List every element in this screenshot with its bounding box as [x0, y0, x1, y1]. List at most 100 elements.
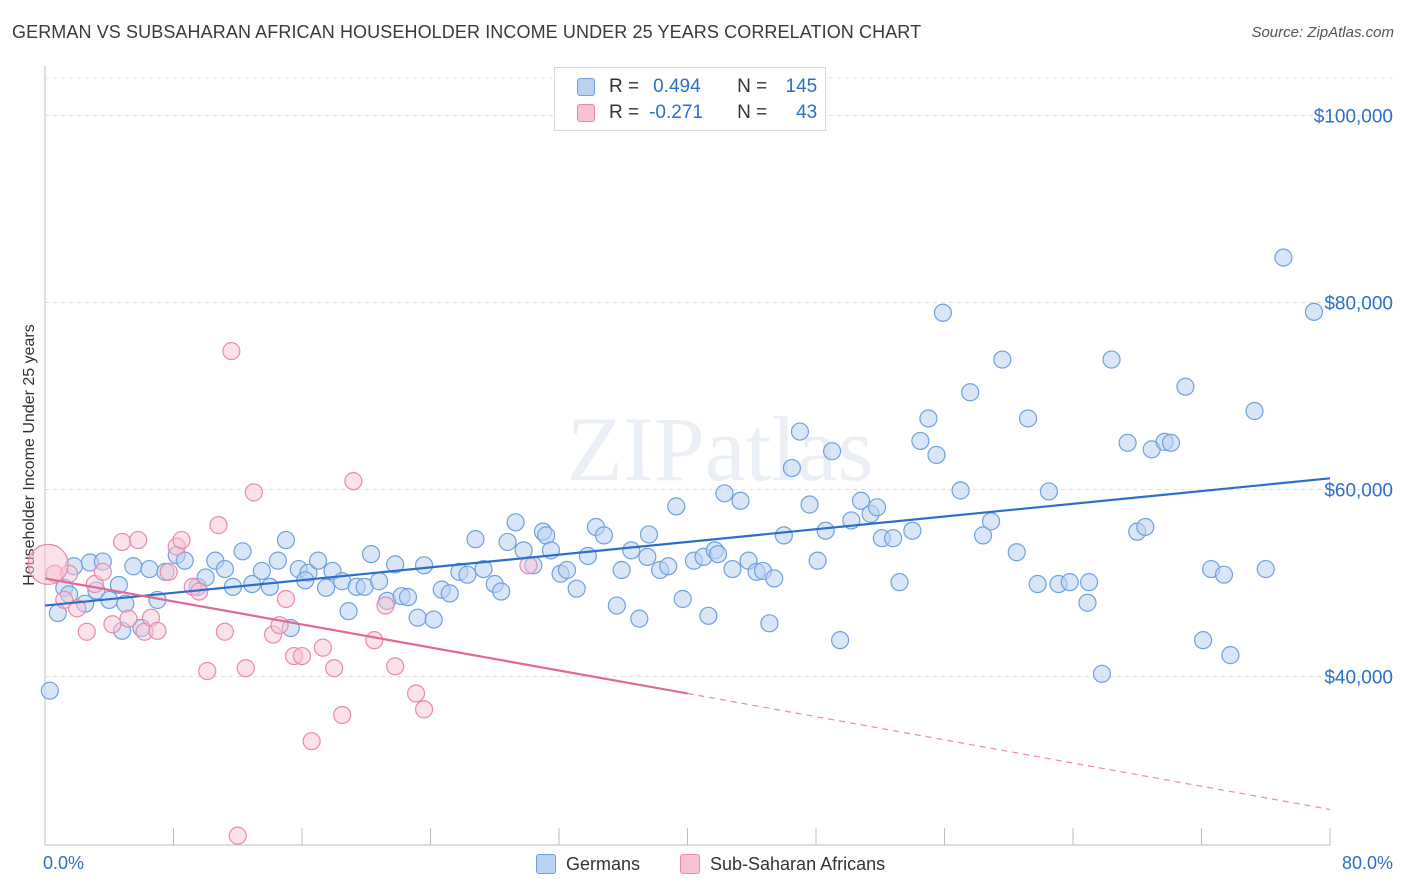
subsaharan-legend-label: Sub-Saharan Africans — [710, 853, 886, 874]
germans-point — [808, 551, 827, 570]
y-tick-label: $80,000 — [1324, 293, 1393, 314]
germans-point — [951, 481, 970, 500]
germans-point — [260, 577, 279, 596]
germans-point — [1136, 517, 1155, 537]
germans-point — [557, 560, 577, 580]
germans-point — [458, 565, 477, 584]
subsaharan-point — [209, 516, 228, 535]
y-tick-label: $40,000 — [1324, 668, 1393, 689]
subsaharan-point — [236, 659, 255, 678]
germans-point — [659, 557, 678, 576]
subsaharan-point — [302, 732, 321, 751]
germans-point — [1221, 646, 1240, 665]
germans-point — [466, 530, 485, 549]
n-label: N = — [737, 76, 768, 97]
germans-point — [612, 560, 631, 580]
subsaharan-trend-line — [44, 577, 688, 695]
subsaharan-point — [112, 532, 132, 552]
germans-point — [630, 609, 649, 628]
subsaharan-point — [344, 472, 363, 491]
subsaharan-trend-extension — [687, 692, 1331, 811]
germans-point — [1060, 573, 1079, 592]
germans-point — [961, 383, 980, 402]
germans-point — [1194, 631, 1213, 650]
subsaharan-r-value: -0.271 — [649, 102, 703, 123]
subsaharan-point — [77, 622, 96, 641]
germans-point — [800, 495, 819, 514]
subsaharan-point — [313, 638, 332, 657]
germans-point — [594, 526, 614, 545]
subsaharan-point — [129, 530, 148, 550]
germans-point — [268, 551, 288, 570]
subsaharan-point — [172, 530, 191, 550]
germans-point — [1161, 433, 1181, 452]
germans-point — [398, 588, 418, 607]
subsaharan-point — [228, 826, 247, 845]
germans-point — [1028, 574, 1047, 594]
subsaharan-point — [93, 562, 112, 581]
germans-point — [474, 559, 493, 579]
germans-point — [440, 584, 459, 603]
germans-point — [867, 498, 887, 517]
germans-n-value: 145 — [785, 76, 818, 97]
germans-point — [673, 589, 692, 609]
germans-point — [607, 596, 626, 615]
legend-item-subsaharan[interactable]: Sub-Saharan Africans — [680, 852, 885, 876]
germans-point — [1078, 593, 1097, 612]
germans-point — [760, 614, 779, 633]
subsaharan-point — [325, 659, 344, 678]
germans-point — [1256, 559, 1275, 579]
germans-point — [790, 422, 810, 441]
subsaharan-point — [365, 631, 384, 650]
germans-point — [1274, 248, 1293, 267]
germans-point — [361, 545, 381, 564]
subsaharan-n-value: 43 — [796, 102, 818, 123]
germans-point — [578, 546, 598, 566]
y-tick-label: $100,000 — [1314, 106, 1393, 127]
germans-point — [765, 569, 784, 588]
germans-r-value: 0.494 — [653, 76, 701, 97]
subsaharan-point — [27, 543, 69, 585]
subsaharan-point — [386, 657, 405, 676]
subsaharan-point — [333, 705, 352, 725]
germans-point — [124, 557, 143, 576]
germans-point — [981, 512, 1001, 531]
germans-point — [1007, 543, 1026, 562]
chart-title: GERMAN VS SUBSAHARAN AFRICAN HOUSEHOLDER… — [12, 22, 922, 42]
germans-point — [1079, 573, 1099, 592]
r-label: R = — [609, 76, 640, 97]
x-tick-labels: 0.0% 80.0% — [43, 853, 1393, 873]
subsaharan-point — [148, 621, 167, 640]
watermark: ZIPatlas — [567, 398, 874, 500]
germans-point — [715, 484, 734, 503]
germans-point — [883, 529, 903, 548]
subsaharan-point — [276, 589, 296, 609]
germans-point — [903, 521, 922, 540]
germans-point — [140, 559, 159, 579]
subsaharan-point — [222, 342, 241, 361]
subsaharan-point — [292, 646, 312, 666]
germans-trend-line — [44, 477, 1331, 607]
germans-point — [830, 631, 850, 650]
germans-point — [252, 561, 271, 581]
subsaharan-point — [244, 483, 263, 502]
germans-point — [1304, 302, 1324, 321]
germans-point — [933, 303, 952, 322]
y-tick-label: $60,000 — [1324, 481, 1393, 502]
germans-point — [370, 572, 389, 591]
subsaharan-point — [119, 609, 138, 628]
germans-point — [492, 582, 511, 601]
germans-point — [408, 608, 427, 627]
trend-lines — [44, 477, 1331, 811]
subsaharan-swatch — [577, 104, 595, 122]
subsaharan-legend-swatch — [680, 854, 700, 874]
stats-legend: R = 0.494 N = 145 R = -0.271 N = 43 — [554, 67, 826, 131]
subsaharan-point — [376, 596, 395, 615]
germans-point — [424, 610, 443, 629]
subsaharan-point — [406, 684, 426, 703]
legend-row-germans: R = 0.494 N = 145 — [577, 75, 817, 99]
legend-item-germans[interactable]: Germans — [536, 852, 640, 876]
germans-point — [1245, 401, 1264, 421]
germans-legend-label: Germans — [566, 853, 641, 874]
germans-point — [1039, 482, 1059, 501]
